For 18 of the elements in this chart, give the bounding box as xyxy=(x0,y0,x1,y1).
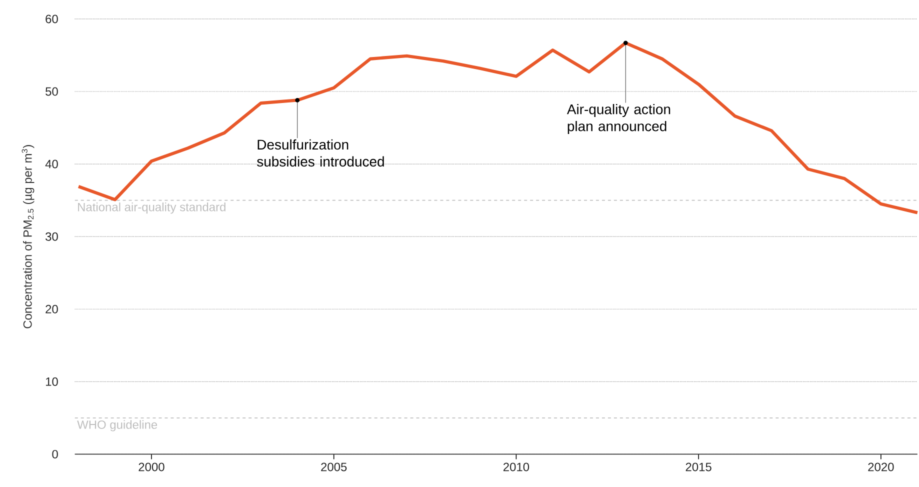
y-tick-label: 40 xyxy=(45,160,58,168)
x-tick-label: 2000 xyxy=(138,462,164,472)
y-axis-title: Concentration of PM$_{2.5}$ (µg per m$^{3}$) xyxy=(22,144,34,328)
y-tick-label: 50 xyxy=(46,87,58,96)
x-tick-label: 2020 xyxy=(868,462,894,472)
x-tick-label: 2005 xyxy=(321,462,347,472)
annotation: Desulfurization subsidies introduced xyxy=(257,139,384,167)
y-tick-label: 10 xyxy=(46,377,58,386)
ref-line-label: WHO guideline xyxy=(77,420,158,432)
y-tick-label: 30 xyxy=(46,232,58,241)
y-tick-label: 20 xyxy=(46,304,58,314)
x-tick-label: 2015 xyxy=(686,462,712,472)
y-tick-label: 0 xyxy=(52,450,58,458)
ref-line-label: National air-quality standard xyxy=(78,202,226,214)
y-tick-label: 60 xyxy=(46,14,58,24)
annotation: Air-quality action plan announced xyxy=(566,104,670,134)
x-tick-label: 2010 xyxy=(503,462,530,472)
line-series xyxy=(76,40,919,214)
